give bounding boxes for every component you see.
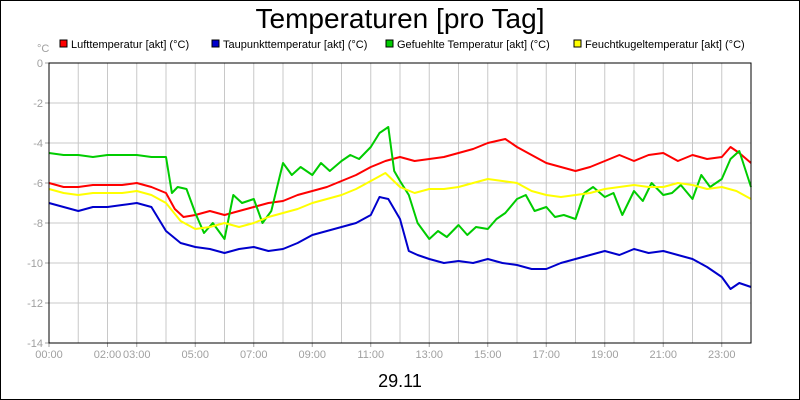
y-tick-label: -8 <box>33 218 43 230</box>
grid <box>48 62 752 344</box>
series-line <box>48 138 752 218</box>
x-tick-label: 11:00 <box>357 349 384 361</box>
y-tick-label: -14 <box>27 338 43 350</box>
series-line <box>48 126 752 240</box>
legend-swatch <box>211 39 220 48</box>
plot-area <box>48 62 752 344</box>
x-tick-label: 23:00 <box>708 349 736 361</box>
x-tick-label: 19:00 <box>591 349 619 361</box>
x-tick-label: 00:00 <box>35 349 63 361</box>
series-line <box>48 172 752 230</box>
x-tick-label: 07:00 <box>240 349 268 361</box>
legend-label: Taupunkttemperatur [akt] (°C) <box>223 39 367 51</box>
x-tick-label: 21:00 <box>649 349 677 361</box>
series-line <box>48 196 752 290</box>
x-tick-label: 09:00 <box>298 349 326 361</box>
legend-swatch <box>59 39 68 48</box>
legend-label: Lufttemperatur [akt] (°C) <box>71 39 189 51</box>
chart-title: Temperaturen [pro Tag] <box>256 3 545 34</box>
y-tick-label: -4 <box>33 138 43 150</box>
x-tick-label: 05:00 <box>181 349 209 361</box>
y-tick-label: -6 <box>33 178 43 190</box>
date-label: 29.11 <box>378 371 422 391</box>
x-tick-label: 03:00 <box>123 349 151 361</box>
x-tick-label: 15:00 <box>474 349 502 361</box>
legend-swatch <box>573 39 582 48</box>
x-tick-label: 02:00 <box>94 349 122 361</box>
y-tick-label: 0 <box>37 58 43 70</box>
x-tick-label: 17:00 <box>532 349 560 361</box>
series-lines <box>48 126 752 290</box>
y-tick-label: -10 <box>27 258 43 270</box>
legend-label: Feuchtkugeltemperatur [akt] (°C) <box>585 39 745 51</box>
legend-swatch <box>385 39 394 48</box>
y-tick-label: -2 <box>33 98 43 110</box>
legend-label: Gefuehlte Temperatur [akt] (°C) <box>397 39 550 51</box>
x-tick-label: 13:00 <box>415 349 443 361</box>
legend: Lufttemperatur [akt] (°C) Taupunkttempera… <box>59 39 745 51</box>
y-tick-label: -12 <box>27 298 43 310</box>
y-unit-label: °C <box>37 43 49 55</box>
